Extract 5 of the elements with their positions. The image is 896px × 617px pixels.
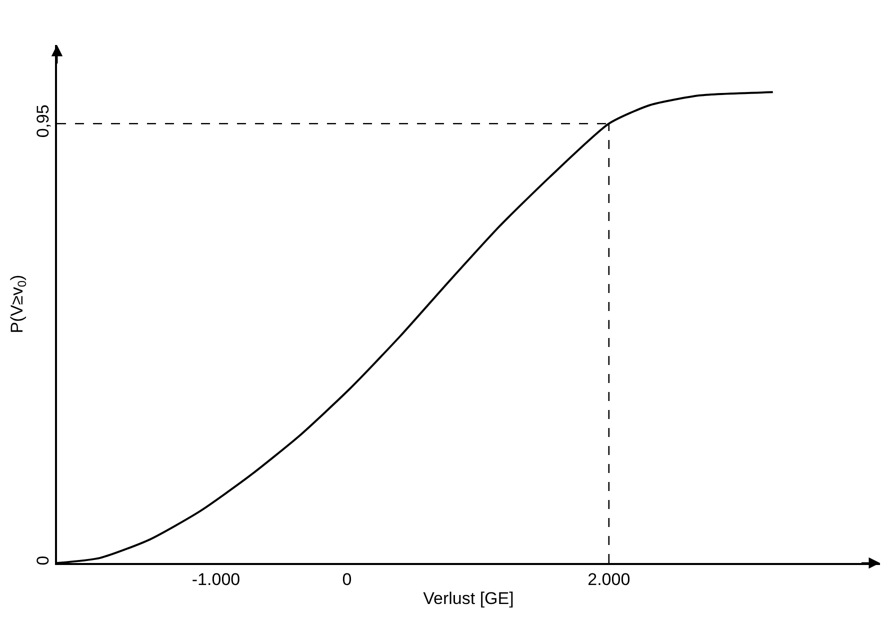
y-tick-label: 0,95 bbox=[33, 104, 52, 138]
x-tick-label: 0 bbox=[342, 570, 352, 590]
x-axis-title: Verlust [GE] bbox=[423, 589, 514, 608]
x-tick-label: -1.000 bbox=[192, 570, 240, 590]
x-tick-label: 2.000 bbox=[588, 570, 630, 590]
